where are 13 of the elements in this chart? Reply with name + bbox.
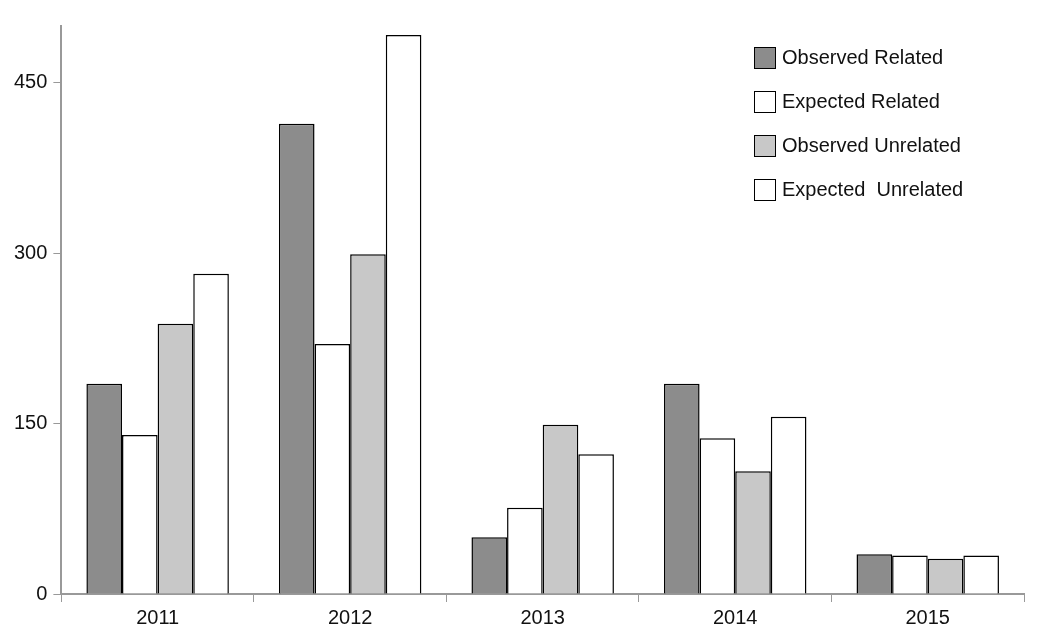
x-tick-label: 2015: [905, 605, 950, 628]
legend-label: Observed Related: [782, 45, 944, 68]
x-tick-label: 2011: [136, 605, 180, 628]
legend-label: Expected Related: [782, 89, 940, 112]
x-tick-label: 2013: [520, 605, 565, 628]
y-tick-label: 150: [13, 411, 48, 434]
legend-label: Observed Unrelated: [782, 133, 961, 156]
x-tick-label: 2014: [712, 605, 758, 628]
legend-label: Expected Unrelated: [782, 177, 964, 200]
y-tick-label: 0: [36, 581, 48, 604]
y-tick-label: 300: [13, 240, 48, 263]
y-tick-label: 450: [13, 70, 48, 93]
x-tick-label: 2012: [327, 605, 373, 628]
